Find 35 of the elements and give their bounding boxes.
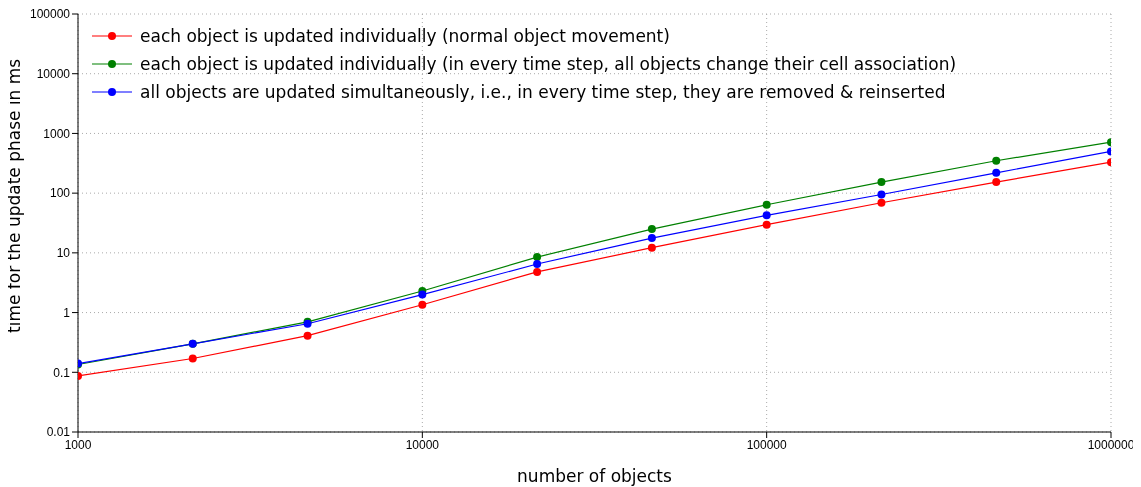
point xyxy=(877,198,886,207)
point xyxy=(418,290,427,299)
y-tick-label: 10 xyxy=(56,246,71,261)
y-tick-label: 1000 xyxy=(43,126,71,141)
point xyxy=(418,300,427,309)
point xyxy=(877,190,886,199)
y-tick-label: 1 xyxy=(63,305,71,320)
point xyxy=(992,178,1001,187)
y-tick-label: 100000 xyxy=(29,7,71,22)
point xyxy=(762,220,771,229)
y-axis-title: time for the update phase in ms xyxy=(4,58,25,333)
point xyxy=(762,200,771,209)
point xyxy=(647,234,656,243)
point xyxy=(762,211,771,220)
point xyxy=(647,225,656,234)
legend-label: each object is updated individually (in every time step, all objects change their cell association) xyxy=(140,53,957,76)
y-tick-label: 10000 xyxy=(36,66,71,81)
point xyxy=(533,267,542,276)
legend-label: each object is updated individually (normal object movement) xyxy=(140,25,670,48)
x-tick-label: 1000000 xyxy=(1087,437,1135,452)
point xyxy=(992,168,1001,177)
x-axis-title: number of objects xyxy=(517,466,673,486)
point xyxy=(188,354,197,363)
point xyxy=(533,253,542,262)
point xyxy=(877,178,886,187)
x-tick-label: 10000 xyxy=(405,437,440,452)
point xyxy=(647,243,656,252)
legend-label: all objects are updated simultaneously, i.e., in every time step, they are removed & reinserted xyxy=(140,81,946,104)
point xyxy=(992,156,1001,165)
point xyxy=(303,331,312,340)
y-tick-label: 100 xyxy=(49,186,71,201)
point xyxy=(533,260,542,269)
y-tick-label: 0.1 xyxy=(53,365,71,380)
x-tick-label: 100000 xyxy=(746,437,788,452)
y-tick-label: 0.01 xyxy=(46,425,71,440)
